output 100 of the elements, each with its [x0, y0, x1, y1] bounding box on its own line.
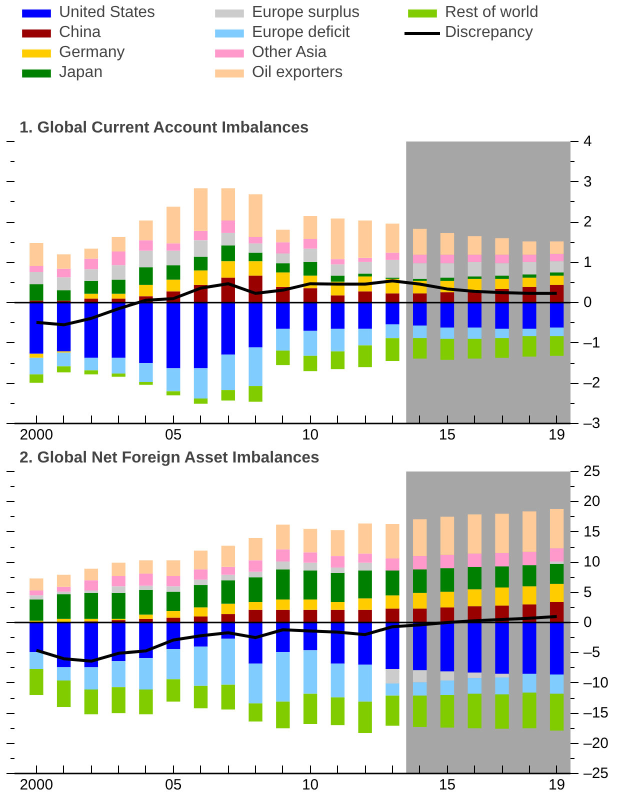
- bar: [330, 351, 345, 370]
- legend-label: Discrepancy: [445, 24, 534, 42]
- y-tick-label: 1: [584, 254, 592, 271]
- y-tick-label: –1: [584, 334, 600, 352]
- bar: [139, 220, 153, 240]
- bar: [440, 622, 454, 672]
- bar: [495, 302, 509, 329]
- legend-label: Oil exporters: [252, 64, 344, 82]
- bar: [522, 328, 536, 336]
- y-tick-label: –3: [584, 415, 600, 432]
- bar: [468, 554, 482, 567]
- x-tick-label: 15: [438, 776, 456, 794]
- bar: [522, 241, 536, 255]
- bar: [30, 578, 44, 590]
- x-tick-label: 05: [165, 776, 182, 794]
- bar: [303, 650, 318, 694]
- bar: [495, 566, 509, 588]
- bar: [413, 556, 427, 570]
- bar: [440, 278, 454, 281]
- bar: [84, 269, 98, 281]
- bar: [221, 604, 235, 614]
- bar: [468, 338, 482, 359]
- bar: [84, 248, 98, 259]
- y-tick-label: –15: [584, 704, 609, 722]
- bar: [56, 302, 71, 352]
- bar: [330, 302, 345, 329]
- bar: [386, 224, 400, 253]
- bar: [139, 284, 153, 296]
- bar: [194, 398, 208, 404]
- bar: [550, 254, 564, 262]
- bar: [413, 338, 427, 359]
- bar: [386, 558, 400, 571]
- bar: [522, 302, 536, 329]
- bar: [468, 514, 482, 554]
- bar: [221, 684, 235, 710]
- bar: [194, 368, 208, 399]
- bar: [550, 584, 564, 602]
- bar: [30, 302, 44, 354]
- bar: [303, 248, 318, 262]
- bar: [84, 258, 98, 270]
- bar: [303, 238, 318, 249]
- bar: [248, 538, 262, 560]
- bar: [440, 671, 454, 680]
- legend-label: Germany: [59, 44, 126, 62]
- bar: [440, 254, 454, 264]
- legend-label: Rest of world: [445, 4, 540, 22]
- bar: [248, 347, 262, 386]
- y-tick-label: 4: [584, 133, 592, 150]
- bar: [112, 374, 126, 377]
- bar: [550, 336, 564, 356]
- bar: [550, 276, 564, 285]
- bar: [276, 328, 290, 351]
- bar: [413, 263, 427, 279]
- bar: [495, 328, 509, 338]
- bar: [248, 243, 262, 253]
- bar: [522, 565, 536, 586]
- bar: [522, 674, 536, 693]
- bar: [248, 610, 262, 622]
- bar: [330, 530, 345, 556]
- bar: [56, 254, 71, 269]
- bar: [30, 243, 44, 266]
- bar: [413, 670, 427, 682]
- bar: [112, 586, 126, 593]
- bar: [112, 562, 126, 576]
- bar: [358, 274, 372, 276]
- bar: [413, 228, 427, 255]
- bar: [358, 220, 372, 258]
- bar: [386, 324, 400, 338]
- bar: [495, 338, 509, 358]
- y-tick-label: –25: [584, 765, 609, 782]
- bar: [330, 572, 345, 602]
- bar: [330, 697, 345, 726]
- bar: [386, 595, 400, 609]
- bar: [386, 260, 400, 278]
- bar: [276, 302, 290, 329]
- bar: [550, 272, 564, 276]
- bar: [56, 680, 71, 708]
- bar: [550, 302, 564, 328]
- bar: [84, 370, 98, 374]
- y-tick-label: 10: [584, 554, 600, 571]
- bar: [248, 252, 262, 262]
- bar: [330, 276, 345, 282]
- bar: [56, 586, 71, 592]
- y-tick-label: 25: [584, 463, 600, 480]
- bar: [276, 272, 290, 287]
- bar: [386, 338, 400, 362]
- bar: [166, 618, 180, 622]
- bar: [30, 358, 44, 374]
- bar: [194, 240, 208, 257]
- bar: [248, 664, 262, 704]
- bar: [413, 293, 427, 303]
- bar: [221, 245, 235, 262]
- bar: [30, 595, 44, 600]
- bar: [139, 560, 153, 574]
- bar: [413, 696, 427, 727]
- bar: [358, 562, 372, 571]
- y-tick-label: 2: [584, 214, 592, 231]
- bar: [30, 622, 44, 652]
- bar: [248, 602, 262, 610]
- bar: [358, 570, 372, 598]
